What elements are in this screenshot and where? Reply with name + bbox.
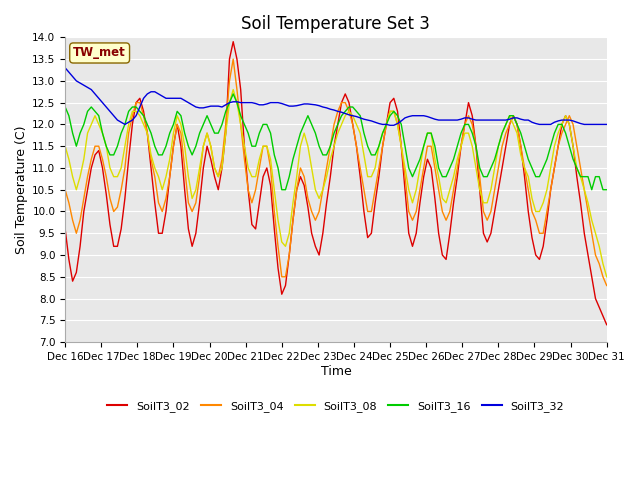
Legend: SoilT3_02, SoilT3_04, SoilT3_08, SoilT3_16, SoilT3_32: SoilT3_02, SoilT3_04, SoilT3_08, SoilT3_…: [103, 396, 569, 416]
Y-axis label: Soil Temperature (C): Soil Temperature (C): [15, 125, 28, 254]
X-axis label: Time: Time: [321, 365, 351, 378]
Title: Soil Temperature Set 3: Soil Temperature Set 3: [241, 15, 430, 33]
Text: TW_met: TW_met: [73, 47, 126, 60]
